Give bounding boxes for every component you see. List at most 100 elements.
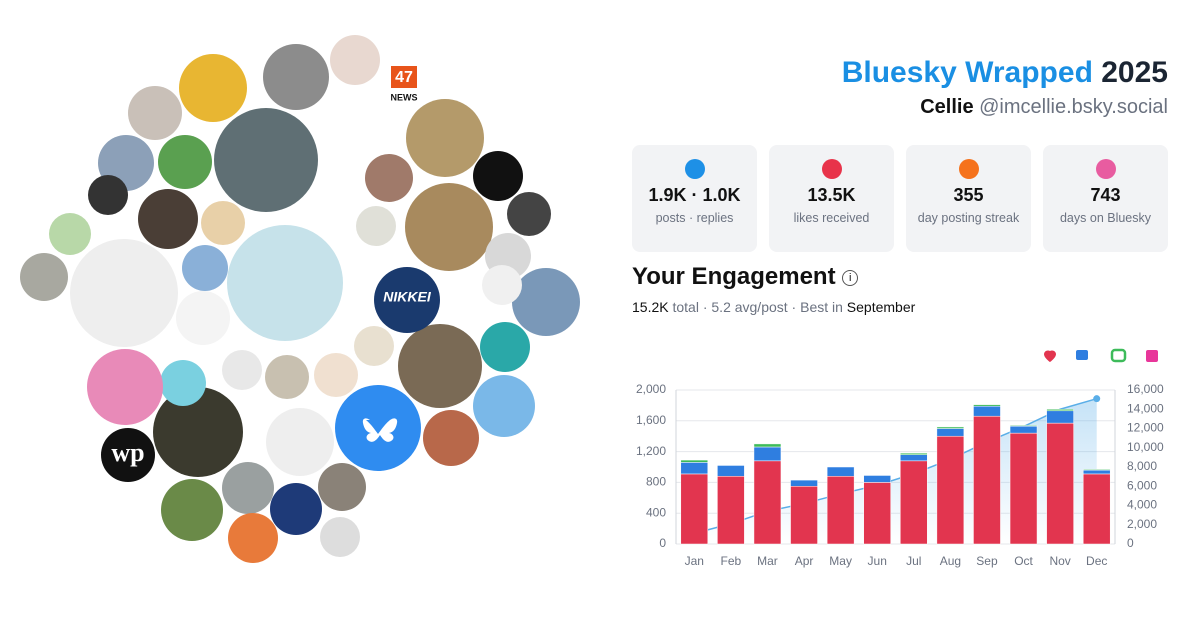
- avatar: [87, 349, 163, 425]
- bar-segment: [900, 454, 928, 462]
- stat-card: 743 days on Bluesky: [1043, 145, 1168, 252]
- year: 2025: [1101, 56, 1168, 89]
- avatar-text: wp: [111, 438, 144, 467]
- x-tick-label: May: [829, 554, 852, 568]
- avatar: [473, 375, 535, 437]
- y-tick-label: 2,000: [636, 382, 666, 396]
- avatar: [318, 463, 366, 511]
- y2-tick-label: 14,000: [1127, 401, 1164, 415]
- avatar: [265, 355, 309, 399]
- bar-segment: [790, 479, 818, 487]
- avatar: [423, 410, 479, 466]
- avatar: [222, 462, 274, 514]
- avatar: [222, 350, 262, 390]
- bar-segment: [1046, 409, 1074, 412]
- y2-tick-label: 2,000: [1127, 517, 1157, 531]
- bar-segment: [1009, 432, 1038, 545]
- avatar: [161, 479, 223, 541]
- avatar: [179, 54, 247, 122]
- y-tick-label: 1,600: [636, 413, 666, 427]
- stat-icon: [821, 159, 842, 179]
- name: Cellie: [920, 96, 974, 118]
- y-tick-label: 400: [646, 505, 666, 519]
- legend-reposts[interactable]: [1110, 348, 1127, 363]
- avatar: [356, 206, 396, 246]
- line-point: [1093, 395, 1101, 403]
- bar-segment: [973, 405, 1001, 417]
- bar-segment: [863, 475, 891, 483]
- y2-tick-label: 10,000: [1127, 440, 1164, 454]
- avatar: [160, 360, 206, 406]
- avatar: [314, 353, 358, 397]
- bar-segment: [753, 446, 782, 462]
- stat-label: likes received: [793, 211, 870, 225]
- y2-tick-label: 6,000: [1127, 478, 1157, 492]
- y2-tick-label: 8,000: [1127, 459, 1157, 473]
- avatar: [405, 183, 493, 271]
- best-month: September: [846, 299, 916, 315]
- avatar: [319, 171, 363, 215]
- legend-quotes[interactable]: [1146, 350, 1158, 362]
- bar-segment: [936, 426, 965, 429]
- avatar: [320, 517, 360, 557]
- y-tick-label: 0: [659, 536, 666, 550]
- legend-replies[interactable]: [1076, 350, 1088, 360]
- bluesky-logo: [362, 418, 398, 442]
- engagement-title: Your Engagement: [632, 263, 836, 290]
- stat-value: 743: [1090, 185, 1121, 205]
- avatar: [228, 513, 278, 563]
- bar-segment: [790, 486, 818, 545]
- x-tick-label: Aug: [940, 554, 961, 568]
- x-tick-label: Jul: [906, 554, 921, 568]
- bar-segment: [1082, 473, 1111, 545]
- x-tick-label: Apr: [795, 554, 814, 568]
- x-tick-label: Nov: [1049, 554, 1070, 568]
- bar-segment: [863, 482, 891, 545]
- avatar: [20, 253, 68, 301]
- x-tick-label: Feb: [721, 554, 742, 568]
- avatar: [335, 385, 421, 471]
- y2-tick-label: 4,000: [1127, 498, 1157, 512]
- avatar: [263, 44, 329, 110]
- avatar: [214, 108, 318, 212]
- avatar: [266, 408, 334, 476]
- y-tick-label: 800: [646, 475, 666, 489]
- stat-card: 1.9K · 1.0K posts · replies: [632, 145, 757, 252]
- legend: [1044, 348, 1158, 363]
- y2-tick-label: 16,000: [1127, 382, 1164, 396]
- bar-segment: [1009, 425, 1038, 427]
- x-tick-label: Mar: [757, 554, 778, 568]
- y2-tick-label: 0: [1127, 536, 1134, 550]
- bar-segment: [1046, 410, 1074, 424]
- avatar: [88, 175, 128, 215]
- bar-segment: [1046, 422, 1074, 545]
- legend-likes[interactable]: [1044, 350, 1056, 362]
- y2-tick-label: 12,000: [1127, 421, 1164, 435]
- avatar: [128, 86, 182, 140]
- section-title: Your Engagement i: [632, 263, 859, 291]
- avatar: [480, 322, 530, 372]
- x-tick-label: Dec: [1086, 554, 1107, 568]
- bar-segment: [1082, 469, 1111, 471]
- avatars: 47 NEWS NIKKEI wp: [20, 35, 580, 563]
- x-tick-label: Jun: [868, 554, 887, 568]
- avatar: [367, 471, 419, 523]
- bar-segment: [680, 459, 709, 463]
- avatar: [354, 326, 394, 366]
- title: Bluesky Wrapped 2025: [842, 56, 1168, 90]
- stat-value: 355: [953, 185, 984, 205]
- avatar-text: NIKKEI: [383, 289, 432, 305]
- x-tick-label: Oct: [1014, 554, 1033, 568]
- bar-segment: [936, 428, 965, 437]
- avatar: [512, 268, 580, 336]
- avatar: [182, 245, 228, 291]
- summary-text: total · 5.2 avg/post · Best in: [668, 299, 847, 315]
- x-tick-label: Sep: [976, 554, 998, 568]
- info-icon[interactable]: i: [842, 269, 859, 286]
- bar-segment: [680, 473, 709, 545]
- handle: @imcellie.bsky.social: [979, 96, 1168, 118]
- stat-value: 13.5K: [807, 185, 856, 205]
- bar-segment: [826, 475, 855, 545]
